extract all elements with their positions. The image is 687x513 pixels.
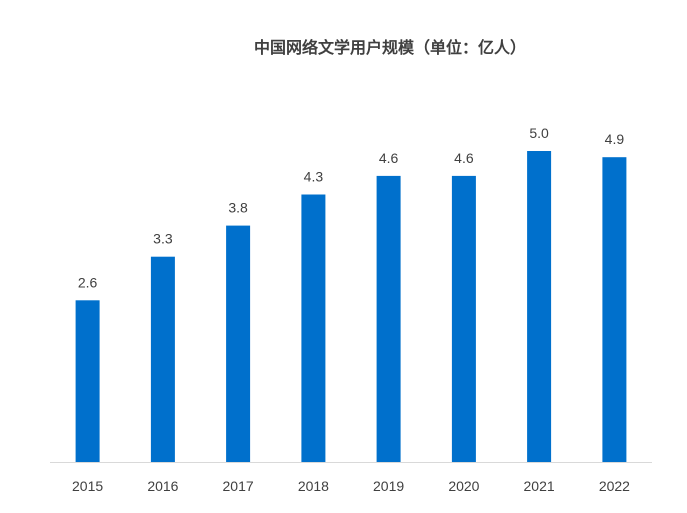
bar-2017 xyxy=(226,225,251,462)
data-label-2017: 3.8 xyxy=(228,200,248,216)
bar-2020 xyxy=(451,175,476,462)
data-label-2021: 5.0 xyxy=(529,125,549,141)
x-tick-labels-group: 2015 2016 2017 2018 2019 2020 2021 2022 xyxy=(72,478,630,494)
x-tick-label-2022: 2022 xyxy=(599,478,630,494)
x-tick-label-2019: 2019 xyxy=(373,478,404,494)
x-tick-label-2016: 2016 xyxy=(147,478,178,494)
data-label-2020: 4.6 xyxy=(454,150,474,166)
data-label-2015: 2.6 xyxy=(78,274,98,290)
bar-2019 xyxy=(376,175,401,462)
bar-2016 xyxy=(150,256,175,462)
bar-2021 xyxy=(527,151,552,462)
data-labels-group: 2.6 3.3 3.8 4.3 4.6 4.6 5.0 4.9 xyxy=(78,125,624,290)
bar-2022 xyxy=(602,157,627,462)
bar-2015 xyxy=(75,300,100,462)
data-label-2022: 4.9 xyxy=(605,131,625,147)
x-tick-label-2015: 2015 xyxy=(72,478,103,494)
bar-2018 xyxy=(301,194,326,462)
x-tick-label-2018: 2018 xyxy=(298,478,329,494)
chart-title: 中国网络文学用户规模（单位：亿人） xyxy=(253,38,526,57)
data-label-2016: 3.3 xyxy=(153,231,173,247)
data-label-2018: 4.3 xyxy=(304,169,324,185)
x-tick-label-2020: 2020 xyxy=(448,478,479,494)
x-tick-label-2017: 2017 xyxy=(223,478,254,494)
data-label-2019: 4.6 xyxy=(379,150,399,166)
x-tick-label-2021: 2021 xyxy=(524,478,555,494)
bars-group xyxy=(75,151,627,462)
